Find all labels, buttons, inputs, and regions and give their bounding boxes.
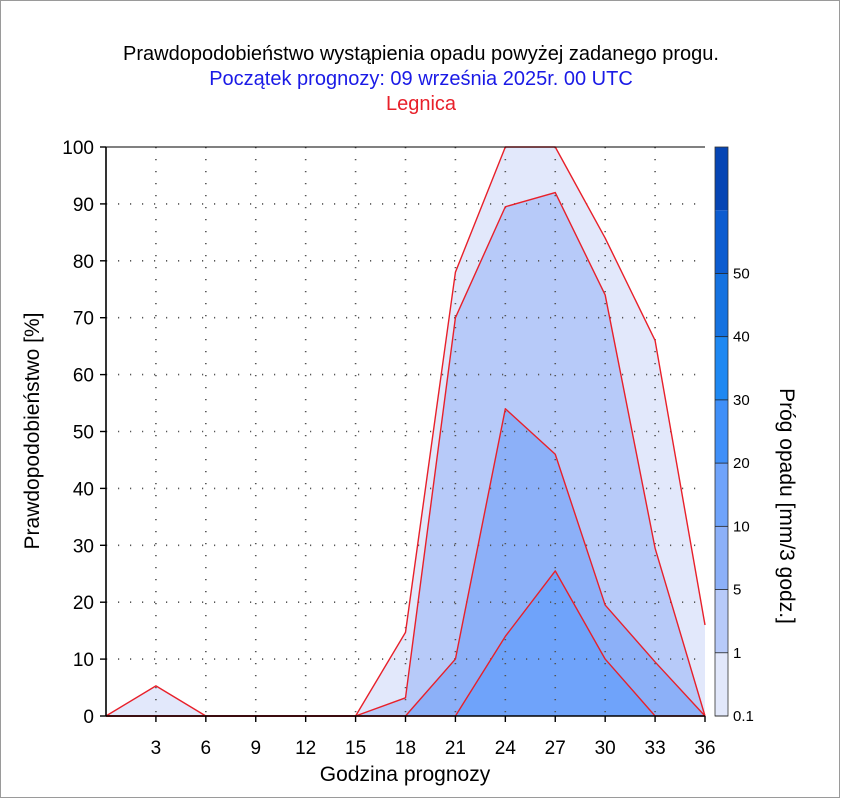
colorbar-segment bbox=[715, 336, 728, 400]
colorbar-segment bbox=[715, 652, 728, 716]
y-tick-label: 100 bbox=[62, 138, 94, 159]
x-tick-label: 15 bbox=[345, 738, 366, 759]
colorbar-tick-label: 5 bbox=[733, 582, 741, 599]
chart-location: Legnica bbox=[385, 93, 457, 115]
y-tick-label: 40 bbox=[73, 479, 94, 500]
x-tick-label: 30 bbox=[595, 738, 616, 759]
colorbar-label: Próg opadu [mm/3 godz.] bbox=[775, 388, 798, 624]
area-threshold-3 bbox=[106, 570, 705, 716]
colorbar-segment bbox=[715, 399, 728, 464]
y-tick-label: 10 bbox=[73, 650, 94, 671]
colorbar-tick-label: 10 bbox=[733, 518, 750, 535]
colorbar-segment bbox=[715, 463, 728, 527]
y-tick-label: 80 bbox=[73, 252, 94, 273]
colorbar-segment bbox=[715, 273, 728, 337]
y-tick-label: 30 bbox=[73, 536, 94, 557]
chart-title: Prawdopodobieństwo wystąpienia opadu pow… bbox=[123, 43, 719, 65]
x-tick-label: 3 bbox=[151, 738, 162, 759]
x-axis-label: Godzina prognozy bbox=[320, 763, 491, 786]
x-tick-label: 36 bbox=[694, 738, 715, 759]
y-tick-label: 70 bbox=[73, 309, 94, 330]
x-tick-label: 24 bbox=[495, 738, 517, 759]
x-tick-label: 33 bbox=[645, 738, 666, 759]
colorbar-tick-label: 40 bbox=[733, 329, 750, 346]
y-tick-label: 90 bbox=[73, 195, 94, 216]
colorbar-segment bbox=[715, 147, 728, 211]
x-tick-label: 18 bbox=[395, 738, 416, 759]
colorbar-tick-label: 50 bbox=[733, 265, 750, 282]
x-tick-label: 12 bbox=[295, 738, 316, 759]
y-tick-label: 50 bbox=[73, 423, 94, 444]
x-tick-label: 9 bbox=[250, 738, 261, 759]
colorbar-segment bbox=[715, 589, 728, 653]
x-tick-label: 6 bbox=[201, 738, 212, 759]
chart-subtitle: Początek prognozy: 09 września 2025r. 00… bbox=[209, 68, 633, 90]
colorbar-tick-label: 30 bbox=[733, 392, 750, 409]
y-tick-label: 20 bbox=[73, 593, 94, 614]
y-tick-label: 60 bbox=[73, 366, 94, 387]
colorbar-tick-label: 0.1 bbox=[733, 708, 754, 725]
colorbar-segment bbox=[715, 526, 728, 590]
colorbar-tick-label: 1 bbox=[733, 645, 741, 662]
y-tick-label: 0 bbox=[83, 707, 94, 728]
x-tick-label: 21 bbox=[445, 738, 466, 759]
x-tick-label: 27 bbox=[545, 738, 566, 759]
colorbar-tick-label: 20 bbox=[733, 455, 750, 472]
colorbar-segment bbox=[715, 210, 728, 274]
y-axis-label: Prawdopodobieństwo [%] bbox=[21, 313, 44, 550]
